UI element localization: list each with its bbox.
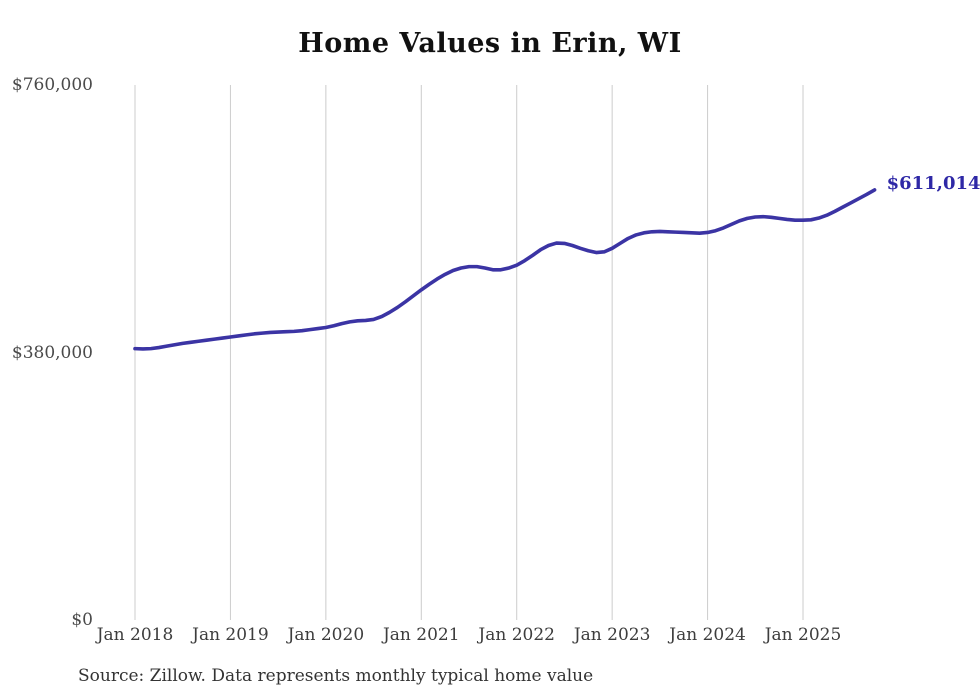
latest-value-label: $611,014 bbox=[886, 172, 980, 194]
x-tick-label: Jan 2018 bbox=[96, 625, 174, 645]
x-tick-label: Jan 2021 bbox=[382, 625, 460, 645]
source-note: Source: Zillow. Data represents monthly … bbox=[78, 666, 594, 686]
x-tick-label: Jan 2020 bbox=[287, 625, 365, 645]
series-group bbox=[133, 188, 877, 351]
chart-title: Home Values in Erin, WI bbox=[298, 28, 682, 59]
y-tick-label: $380,000 bbox=[11, 342, 93, 363]
y-tick-label: $760,000 bbox=[11, 75, 93, 95]
gridlines-group bbox=[134, 85, 804, 620]
x-tick-label: Jan 2024 bbox=[669, 625, 746, 645]
x-tick-label: Jan 2023 bbox=[573, 625, 651, 645]
y-tick-label: $0 bbox=[71, 610, 93, 630]
x-tick-label: Jan 2025 bbox=[764, 625, 842, 645]
x-tick-label: Jan 2019 bbox=[192, 625, 269, 645]
home-value-line bbox=[133, 188, 877, 351]
x-tick-label: Jan 2022 bbox=[478, 625, 555, 645]
